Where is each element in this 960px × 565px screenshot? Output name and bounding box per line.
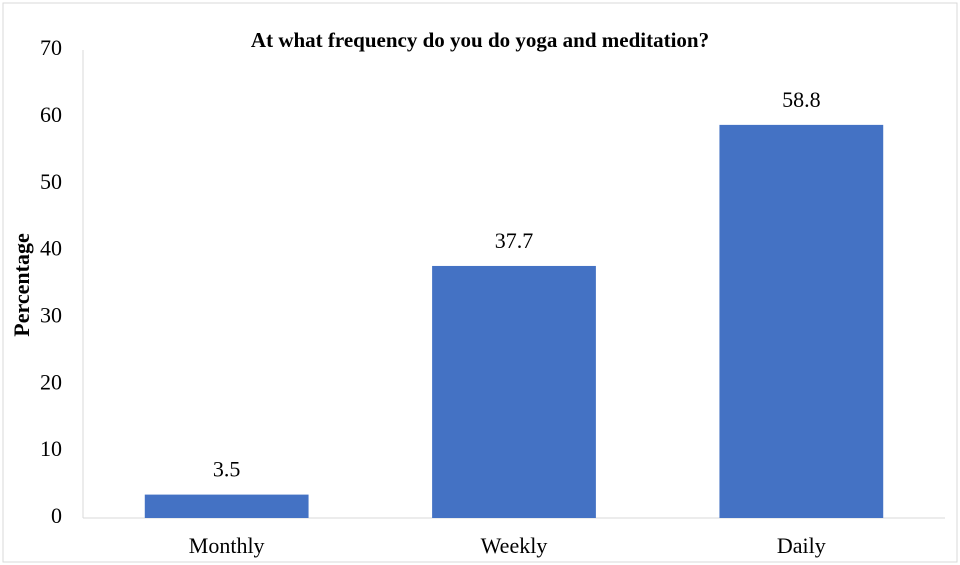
y-tick-label: 20 [40,369,62,394]
x-tick-label: Daily [777,533,826,558]
bar [719,124,884,518]
y-tick-label: 0 [51,503,62,528]
x-tick-label: Monthly [189,533,265,558]
data-label: 58.8 [782,87,821,112]
y-tick-label: 70 [40,35,62,60]
data-label: 37.7 [495,228,534,253]
chart-title: At what frequency do you do yoga and med… [251,28,709,52]
y-tick-label: 50 [40,169,62,194]
y-axis-label: Percentage [9,233,34,337]
y-tick-label: 30 [40,302,62,327]
x-tick-label: Weekly [481,533,548,558]
data-label: 3.5 [213,457,241,482]
y-tick-label: 10 [40,436,62,461]
bar [432,265,596,518]
y-tick-label: 60 [40,102,62,127]
bar [144,494,309,518]
y-tick-label: 40 [40,236,62,261]
